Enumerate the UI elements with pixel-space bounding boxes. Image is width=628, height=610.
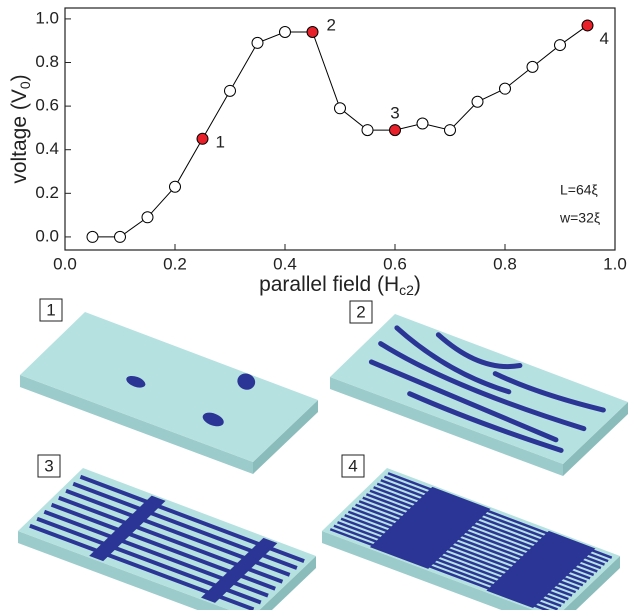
y-tick-label: 0.4 [35, 139, 59, 158]
data-point [582, 20, 593, 31]
x-tick-label: 0.2 [163, 254, 187, 273]
x-tick-label: 1.0 [603, 254, 627, 273]
point-label: 3 [390, 104, 399, 123]
data-point [142, 212, 153, 223]
x-axis-label: parallel field (Hc2) [259, 273, 421, 298]
panel-label: 4 [348, 456, 357, 475]
data-point [252, 37, 263, 48]
series-line [93, 25, 588, 236]
panel: 3 [18, 455, 316, 610]
y-tick-label: 0.8 [35, 52, 59, 71]
data-point [390, 125, 401, 136]
x-label-sub: c2 [399, 282, 414, 298]
panel: 2 [330, 301, 628, 476]
y-tick-label: 0.0 [35, 226, 59, 245]
data-point [335, 103, 346, 114]
panel: 1 [20, 299, 318, 474]
x-tick-label: 0.4 [273, 254, 297, 273]
point-label: 4 [600, 29, 609, 48]
data-point [445, 125, 456, 136]
panel: 4 [322, 455, 620, 610]
y-label-text: voltage (V [8, 89, 31, 184]
data-point [307, 26, 318, 37]
x-label-end: ) [414, 273, 421, 296]
annotation: w=32ξ [559, 210, 600, 226]
panel-label: 1 [46, 300, 55, 319]
data-point [527, 61, 538, 72]
data-point [417, 118, 428, 129]
x-tick-label: 0.6 [383, 254, 407, 273]
x-label-text: parallel field (H [259, 273, 399, 296]
y-axis-label: voltage (V0) [8, 74, 33, 183]
panel-label: 2 [356, 302, 365, 321]
figure: parallel field (Hc2) voltage (V0) L=64ξ … [0, 0, 628, 610]
data-point [362, 125, 373, 136]
point-label: 2 [327, 15, 336, 34]
point-label: 1 [216, 132, 225, 151]
panel-label: 3 [44, 456, 53, 475]
data-point [87, 231, 98, 242]
y-tick-label: 1.0 [35, 8, 59, 27]
annotation: L=64ξ [560, 182, 598, 198]
data-point [555, 40, 566, 51]
data-point [225, 85, 236, 96]
data-point [115, 231, 126, 242]
x-tick-label: 0.0 [53, 254, 77, 273]
panels: 1 2 3 4 [18, 299, 628, 610]
data-point [280, 26, 291, 37]
data-point [500, 83, 511, 94]
y-tick-label: 0.6 [35, 96, 59, 115]
data-point [170, 181, 181, 192]
y-label-sub: 0 [17, 81, 33, 89]
y-tick-label: 0.2 [35, 183, 59, 202]
x-tick-label: 0.8 [493, 254, 517, 273]
y-label-end: ) [8, 74, 31, 81]
data-point [197, 133, 208, 144]
data-point [472, 96, 483, 107]
